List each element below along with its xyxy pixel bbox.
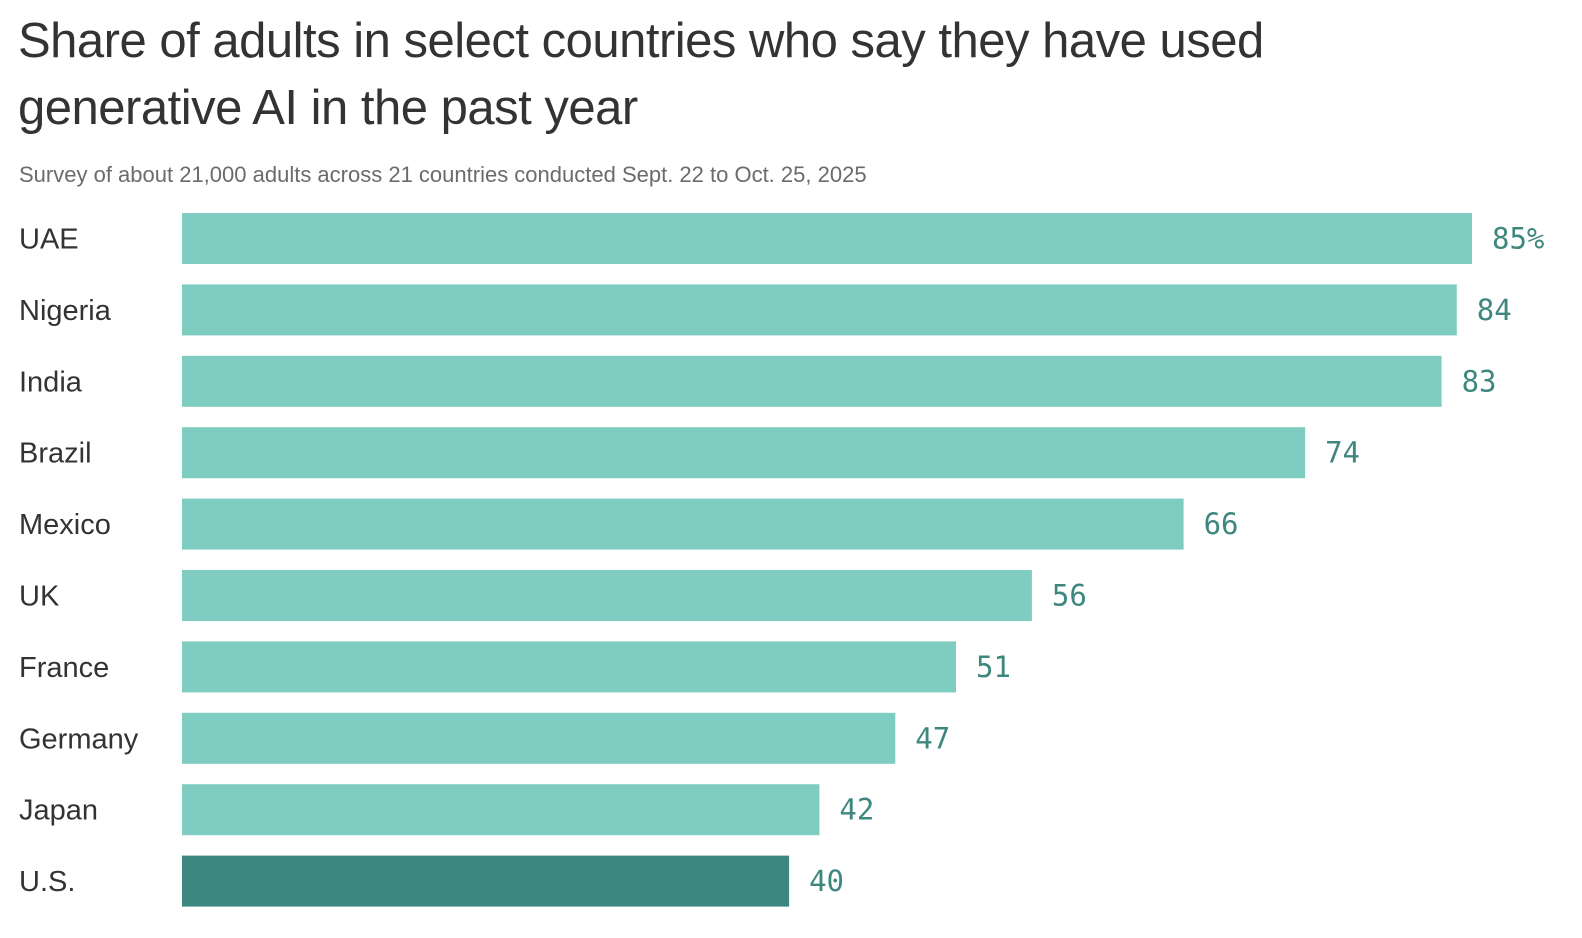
category-label: France [19, 652, 109, 684]
bar-mexico [182, 498, 1184, 550]
bar-japan [182, 784, 820, 836]
chart-subtitle: Survey of about 21,000 adults across 21 … [19, 162, 867, 187]
category-label: India [19, 366, 83, 398]
value-label: 85% [1492, 222, 1544, 256]
category-label: Mexico [19, 509, 111, 541]
bar-uk [182, 570, 1032, 621]
category-label: Germany [19, 723, 139, 755]
value-label: 66 [1204, 507, 1239, 541]
bar-germany [182, 712, 896, 764]
value-label: 56 [1052, 579, 1087, 613]
category-label: UAE [19, 224, 79, 256]
value-label: 84 [1477, 293, 1512, 327]
value-label: 74 [1325, 436, 1360, 470]
bar-uae [182, 213, 1472, 264]
category-label: UK [19, 581, 60, 613]
bar-india [182, 355, 1442, 407]
category-label: Nigeria [19, 295, 112, 327]
bar-brazil [182, 427, 1306, 479]
bar-france [182, 641, 956, 693]
chart-title: Share of adults in select countries who … [18, 14, 1264, 135]
value-label: 83 [1462, 364, 1497, 398]
value-label: 51 [976, 650, 1011, 684]
value-label: 40 [809, 864, 844, 898]
category-label: U.S. [19, 866, 75, 898]
value-label: 42 [839, 793, 874, 827]
category-label: Japan [19, 795, 98, 827]
category-label: Brazil [19, 438, 92, 470]
bar-nigeria [182, 284, 1457, 336]
bar-u-s [182, 855, 790, 907]
value-label: 47 [915, 721, 950, 755]
